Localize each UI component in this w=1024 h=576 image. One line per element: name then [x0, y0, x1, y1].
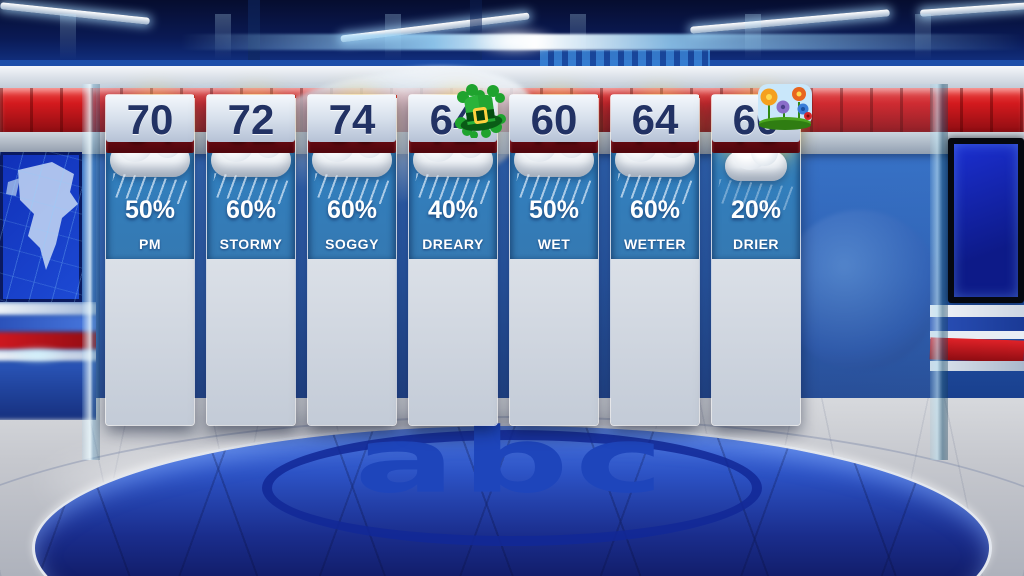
- spring-flowers-icon: [758, 84, 812, 130]
- condition-label: PM: [139, 236, 161, 252]
- forecast-day-column-thu: THU 60% WETTER 74 64: [611, 95, 700, 425]
- forecast-day-column-wed: WED 50% WET 72 60: [510, 95, 599, 425]
- forecast-day-column-mon: MON 60% SOGGY 86 74: [308, 95, 397, 425]
- condition-label: DRIER: [732, 236, 780, 252]
- north-america-map: [6, 162, 78, 270]
- condition-label: WET: [537, 236, 571, 252]
- background-globe: [780, 210, 940, 370]
- precip-chance: 50%: [528, 196, 580, 224]
- precip-chance: 50%: [124, 196, 176, 224]
- right-wall-monitor: [948, 138, 1024, 303]
- low-temp: 64: [611, 95, 699, 143]
- streak-blue: [0, 316, 96, 332]
- light-beam: [60, 14, 76, 60]
- lens-glint: [8, 346, 68, 364]
- glass-panel-edge-right: [930, 84, 948, 460]
- precip-chance: 60%: [326, 196, 378, 224]
- left-baseboard-streaks: [0, 302, 96, 420]
- low-temp: 72: [207, 95, 295, 143]
- seven-day-forecast-board: SAT 50% PM 84 70 SUN 60% S: [106, 84, 906, 425]
- forecast-day-column-fri: FRI 20% DRIER 78 60: [712, 84, 812, 425]
- low-temp: 74: [308, 95, 396, 143]
- streak-white: [0, 302, 96, 316]
- condition-label: STORMY: [219, 236, 283, 252]
- leprechaun-hat-icon: [455, 84, 506, 138]
- condition-label: SOGGY: [325, 236, 379, 252]
- abc-logo-ring: [262, 430, 762, 546]
- studio-floor: abc: [0, 398, 1024, 576]
- forecast-day-column-sun: SUN 60% STORMY 82 72: [207, 95, 296, 425]
- streak-red: [0, 332, 96, 350]
- glass-panel-edge-left: [82, 84, 100, 460]
- map-grid-lines: [0, 152, 82, 302]
- light-flare-core: [470, 26, 560, 56]
- world-map-monitor: [0, 152, 82, 302]
- right-baseboard-stripes: [929, 305, 1024, 385]
- wall-white-band: [0, 66, 1024, 88]
- condition-label: DREARY: [422, 236, 484, 252]
- precip-chance: 20%: [730, 196, 782, 224]
- forecast-day-column-sat: SAT 50% PM 84 70: [106, 95, 195, 425]
- stripe-white: [930, 331, 1024, 339]
- condition-label: WETTER: [623, 236, 687, 252]
- low-temp: 70: [106, 95, 194, 143]
- abc-logo: abc: [354, 408, 670, 514]
- stripe-white: [930, 361, 1024, 371]
- low-temp: 60: [510, 95, 598, 143]
- streak-blue: [0, 362, 96, 420]
- stripe-blue: [930, 317, 1024, 331]
- monitor-screen: [954, 144, 1018, 297]
- precip-chance: 40%: [427, 196, 479, 224]
- light-flare-streak: [180, 34, 1024, 50]
- precip-chance: 60%: [629, 196, 681, 224]
- forecast-day-column-tue: TUE 40% DREARY 72 64: [409, 84, 506, 425]
- stripe-white: [930, 305, 1024, 317]
- precip-chance: 60%: [225, 196, 277, 224]
- cloud-icon: [725, 134, 787, 181]
